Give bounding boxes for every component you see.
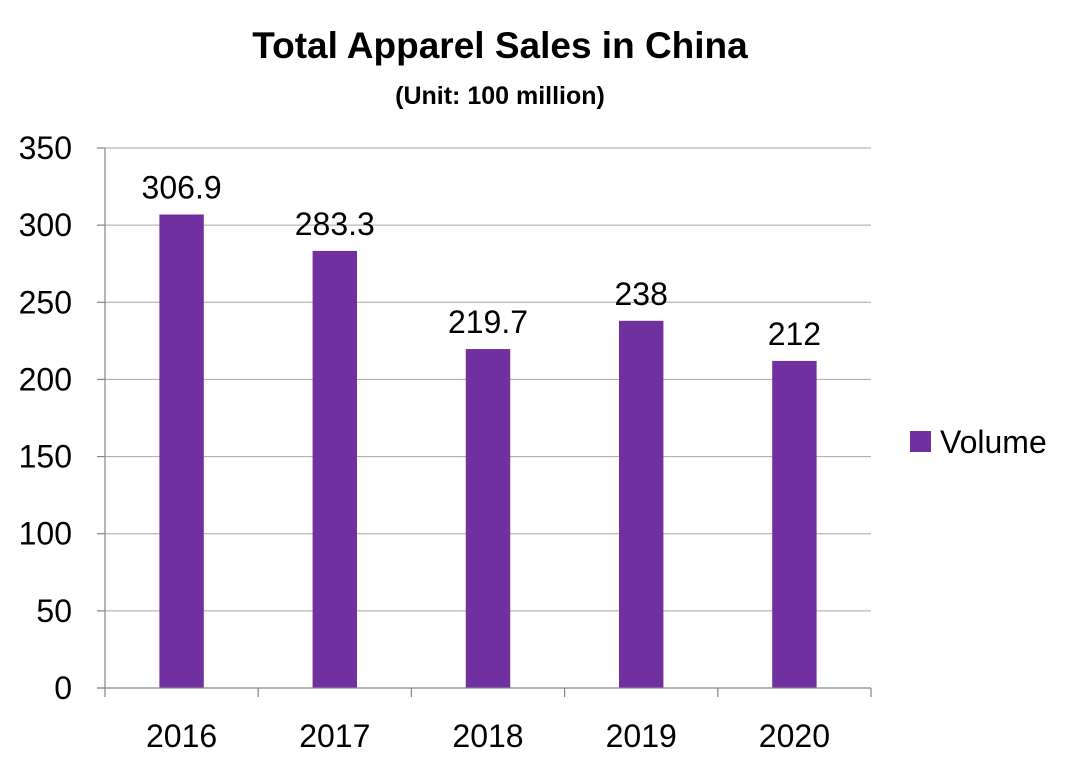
data-label: 306.9 — [142, 169, 222, 205]
x-tick-label: 2018 — [452, 718, 523, 754]
bar-2018 — [465, 349, 511, 688]
bar-2019 — [618, 320, 664, 688]
y-tick-label: 100 — [19, 516, 72, 552]
x-tick-label: 2019 — [606, 718, 677, 754]
x-tick-label: 2017 — [299, 718, 370, 754]
legend: Volume — [910, 424, 1047, 460]
legend-swatch — [910, 431, 931, 452]
bar-2020 — [772, 360, 817, 688]
y-tick-label: 300 — [19, 207, 72, 243]
data-label: 219.7 — [448, 304, 528, 340]
x-axis: 2016 2017 2018 2019 2020 — [97, 148, 872, 754]
bar-2017 — [312, 250, 358, 688]
x-tick-label: 2020 — [759, 718, 830, 754]
data-label: 212 — [768, 316, 821, 352]
chart-title: Total Apparel Sales in China — [252, 25, 748, 66]
data-labels: 306.9 283.3 219.7 238 212 — [142, 169, 822, 351]
y-tick-label: 150 — [19, 439, 72, 475]
x-tick-label: 2016 — [146, 718, 217, 754]
chart-subtitle: (Unit: 100 million) — [395, 82, 605, 110]
bars — [159, 214, 817, 689]
legend-label: Volume — [940, 424, 1047, 460]
y-tick-label: 0 — [54, 670, 72, 706]
y-tick-label: 350 — [19, 130, 72, 166]
y-tick-label: 250 — [19, 284, 72, 320]
y-tick-label: 200 — [19, 361, 72, 397]
bar-2016 — [159, 214, 204, 689]
y-tick-label: 50 — [36, 593, 72, 629]
data-label: 238 — [615, 276, 668, 312]
data-label: 283.3 — [295, 206, 375, 242]
y-axis-ticks: 0 50 100 150 200 250 300 350 — [19, 130, 105, 706]
